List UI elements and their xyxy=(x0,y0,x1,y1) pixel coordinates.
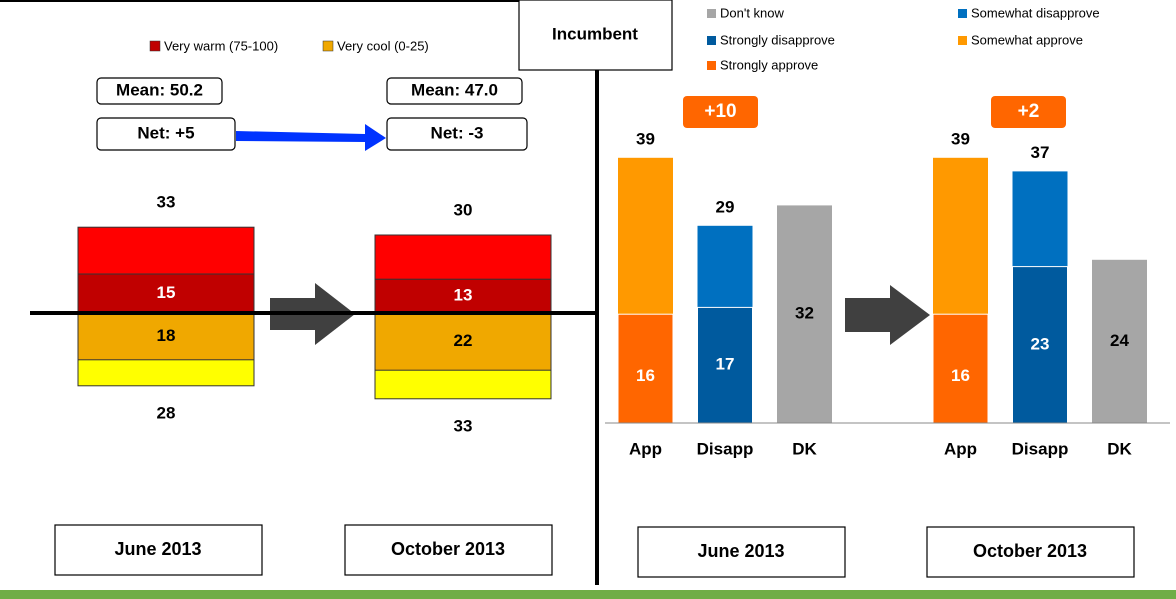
net-box xyxy=(386,117,528,151)
very-warm-label: 13 xyxy=(454,286,473,305)
legend-label: Don't know xyxy=(720,5,785,20)
category-label: Disapp xyxy=(697,439,754,458)
mean-label: Mean: 47.0 xyxy=(411,80,498,99)
legend-swatch xyxy=(958,36,967,45)
strong-bar xyxy=(617,313,674,424)
category-label: Disapp xyxy=(1012,439,1069,458)
category-label: DK xyxy=(1107,439,1132,458)
total-label: 32 xyxy=(795,304,814,323)
period-box xyxy=(54,524,263,576)
category-label: DK xyxy=(792,439,817,458)
strong-bar xyxy=(1012,266,1068,424)
warm-total-label: 33 xyxy=(157,193,176,212)
legend-label: Strongly approve xyxy=(720,57,818,72)
legend-swatch xyxy=(958,9,967,18)
net-badge xyxy=(991,96,1066,128)
legend-label: Very warm (75-100) xyxy=(164,38,278,53)
strong-bar xyxy=(697,306,753,424)
legend-label: Somewhat approve xyxy=(971,32,1083,47)
very-cool-label: 18 xyxy=(157,326,176,345)
very-warm-label: 15 xyxy=(157,283,176,302)
legend-swatch xyxy=(707,36,716,45)
net-box xyxy=(96,117,236,151)
legend-label: Strongly disapprove xyxy=(720,32,835,47)
panel-label: Incumbent xyxy=(552,24,638,43)
mean-box xyxy=(386,77,523,105)
net-label: Net: -3 xyxy=(431,123,484,142)
strong-label: 16 xyxy=(951,366,970,385)
warm-total-label: 30 xyxy=(454,200,473,219)
very-cool-bar xyxy=(374,312,552,371)
net-label: +2 xyxy=(1018,101,1040,122)
mean-label: Mean: 50.2 xyxy=(116,80,203,99)
net-arrow xyxy=(236,124,386,151)
legend-swatch xyxy=(149,40,161,52)
legend-swatch xyxy=(707,9,716,18)
strong-label: 23 xyxy=(1031,334,1050,353)
cool-total-label: 33 xyxy=(454,416,473,435)
category-label: App xyxy=(944,439,977,458)
strong-label: 16 xyxy=(636,366,655,385)
very-warm-bar xyxy=(77,273,255,314)
net-label: Net: +5 xyxy=(137,123,194,142)
arrow xyxy=(845,285,930,345)
panel-label-box xyxy=(518,0,673,71)
period-label: June 2013 xyxy=(114,539,201,559)
period-label: October 2013 xyxy=(973,541,1087,561)
footer-bar xyxy=(0,590,1176,599)
legend-swatch xyxy=(322,40,334,52)
cool-total-label: 28 xyxy=(157,403,176,422)
period-box xyxy=(344,524,553,576)
period-label: October 2013 xyxy=(391,539,505,559)
total-label: 39 xyxy=(636,129,655,148)
period-label: June 2013 xyxy=(697,541,784,561)
mean-box xyxy=(96,77,223,105)
period-box xyxy=(637,526,846,578)
total-label: 37 xyxy=(1031,143,1050,162)
total-bar xyxy=(1092,259,1147,423)
very-warm-bar xyxy=(374,278,552,314)
very-cool-label: 22 xyxy=(454,331,473,350)
net-label: +10 xyxy=(704,101,736,122)
total-bar xyxy=(777,205,832,423)
legend-label: Very cool (0-25) xyxy=(337,38,429,53)
period-box xyxy=(926,526,1135,578)
legend-label: Somewhat disapprove xyxy=(971,5,1100,20)
net-badge xyxy=(683,96,758,128)
category-label: App xyxy=(629,439,662,458)
total-label: 29 xyxy=(716,197,735,216)
strong-label: 17 xyxy=(716,355,735,374)
legend-swatch xyxy=(707,61,716,70)
total-label: 24 xyxy=(1110,331,1129,350)
total-label: 39 xyxy=(951,129,970,148)
